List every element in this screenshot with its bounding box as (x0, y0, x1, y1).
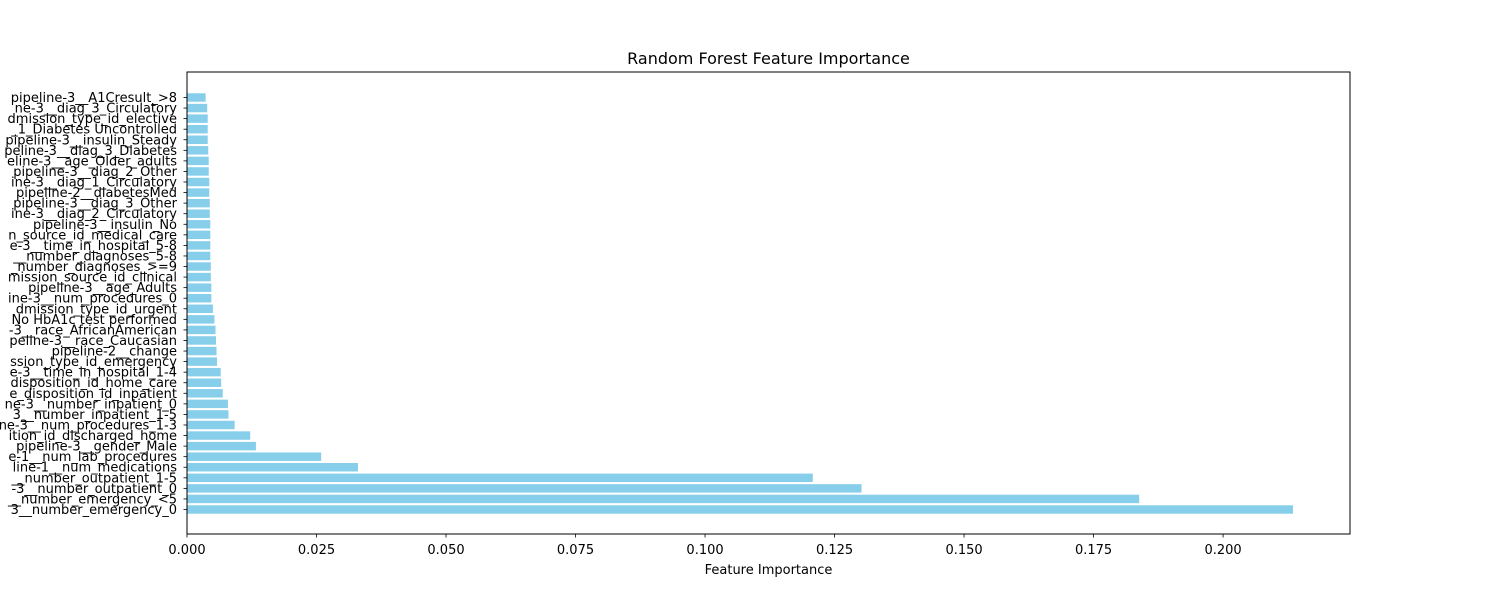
bar (187, 410, 229, 419)
y-tick-label: e_disposition_id_inpatient (9, 387, 177, 402)
x-tick-label: 0.025 (298, 543, 335, 558)
chart-title: Random Forest Feature Importance (627, 49, 910, 68)
y-tick-label: e-1__num_lab_procedures (8, 450, 177, 465)
y-tick-label: pipeline-3__A1Cresult_>8 (11, 91, 177, 106)
bar (187, 103, 208, 113)
x-tick-label: 0.100 (686, 543, 723, 558)
bar (187, 156, 209, 166)
y-tick-label: ine-3__diag_1_Circulatory (11, 176, 177, 191)
bar (187, 367, 221, 377)
x-ticks-group: 0.000 0.025 0.050 0.075 0.100 0.125 0.150 0.175… (168, 534, 1242, 558)
x-tick-label: 0.075 (557, 543, 594, 558)
x-tick-label: 0.200 (1204, 543, 1241, 558)
y-tick-label: ne-3__number_inpatient_0 (5, 397, 177, 412)
bar (187, 452, 322, 461)
bar (187, 93, 206, 102)
bar (187, 484, 862, 493)
bar (187, 167, 209, 176)
bar (187, 494, 1140, 504)
y-tick-label: ssion_type_id_emergency (10, 355, 177, 370)
x-axis-label: Feature Importance (705, 563, 833, 578)
y-tick-label: peline-3__diag_3_Diabetes (4, 144, 177, 159)
y-tick-label: dmission_type_id_urgent (16, 302, 177, 317)
y-tick-label: eline-3__age_Older_adults (7, 154, 177, 169)
y-tick-label: __number_diagnoses_5-8 (12, 249, 177, 264)
bar (187, 325, 216, 335)
plot-frame (186, 71, 1351, 535)
y-tick-label: pipeline-3__diag_2_Other (13, 165, 177, 180)
y-tick-label: pipeline-3__insulin_No (33, 218, 177, 233)
y-tick-label: _number_diagnoses_>=9 (10, 260, 177, 275)
bar (187, 220, 211, 229)
y-tick-label: pipeline-2__change (52, 345, 177, 360)
bar (187, 262, 211, 271)
bar (187, 251, 211, 261)
bar (187, 420, 235, 430)
bar (187, 114, 208, 123)
y-tick-label: pipeline-3__insulin_Steady (5, 133, 177, 148)
bar (187, 293, 212, 303)
y-tick-label: __number_emergency_<5 (7, 492, 177, 507)
bar (187, 124, 208, 134)
plot-background (187, 72, 1350, 534)
bar (187, 198, 210, 208)
y-tick-label: disposition_id_home_care (10, 376, 177, 391)
bar (187, 505, 1294, 514)
y-tick-label: _1_Diabetes Uncontrolled (10, 123, 177, 138)
x-tick-label: 0.125 (816, 543, 853, 558)
bar (187, 399, 228, 409)
y-tick-label: n_source_id_medical_care (8, 228, 177, 243)
bar (187, 463, 358, 472)
bar (187, 315, 215, 324)
y-tick-label: ine-3__num_procedures_0 (8, 292, 177, 307)
x-tick-label: 0.175 (1075, 543, 1112, 558)
y-tick-label: e-3__time_in_hospital_5-8 (10, 239, 177, 254)
y-tick-label: pipeline-3__gender_Male (16, 440, 177, 455)
y-tick-label: ition_id_discharged_home (9, 429, 177, 444)
bar (187, 357, 218, 366)
y-tick-label: pipeline-3__diag_3_Other (13, 197, 177, 212)
y-tick-label: line-1__num_medications (13, 461, 178, 476)
bar (187, 188, 210, 197)
bar (187, 177, 210, 187)
bar (187, 378, 222, 387)
y-tick-label: pipeline-2__diabetesMed (16, 186, 177, 201)
bar (187, 473, 813, 483)
y-tick-label: 3__number_emergency_0 (11, 503, 177, 518)
bars-group (187, 93, 1294, 514)
y-tick-label: peline-3__race_Caucasian (9, 334, 177, 349)
bar (187, 336, 217, 345)
bar (187, 283, 212, 292)
bar (187, 346, 217, 356)
y-tick-label: mission_source_id_clinical (8, 271, 177, 286)
bar (187, 241, 211, 250)
y-tick-label: ne-3__num_procedures_1-3 (0, 418, 177, 433)
y-tick-label: -3__number_outpatient_0 (11, 482, 177, 497)
y-tick-label: ine-3__diag_2_Circulatory (11, 207, 177, 222)
y-tick-label: pipeline-3__age_Adults (28, 281, 177, 296)
x-tick-label: 0.050 (427, 543, 464, 558)
y-tick-label: dmission_type_id_elective (8, 112, 177, 127)
y-ticks-group: 3__number_emergency_0__number_emergency_… (0, 91, 187, 518)
bar (187, 389, 223, 398)
x-tick-label: 0.000 (168, 543, 205, 558)
bar (187, 209, 210, 218)
y-tick-label: -3__race_AfricanAmerican (9, 323, 177, 338)
y-tick-label: ne-3__diag_3_Circulatory (15, 102, 178, 117)
bar (187, 146, 209, 155)
bar (187, 431, 251, 440)
y-tick-label: No HbA1c test performed (11, 313, 177, 328)
bar (187, 441, 256, 451)
y-tick-label: e-3__time_in_hospital_1-4 (10, 366, 177, 381)
y-tick-label: __number_outpatient_1-5 (10, 471, 177, 486)
bar (187, 230, 211, 240)
y-tick-label: 3__number_inpatient_1-5 (13, 408, 177, 423)
bar (187, 304, 213, 314)
bar (187, 272, 211, 282)
x-tick-label: 0.150 (945, 543, 982, 558)
bar (187, 135, 208, 144)
